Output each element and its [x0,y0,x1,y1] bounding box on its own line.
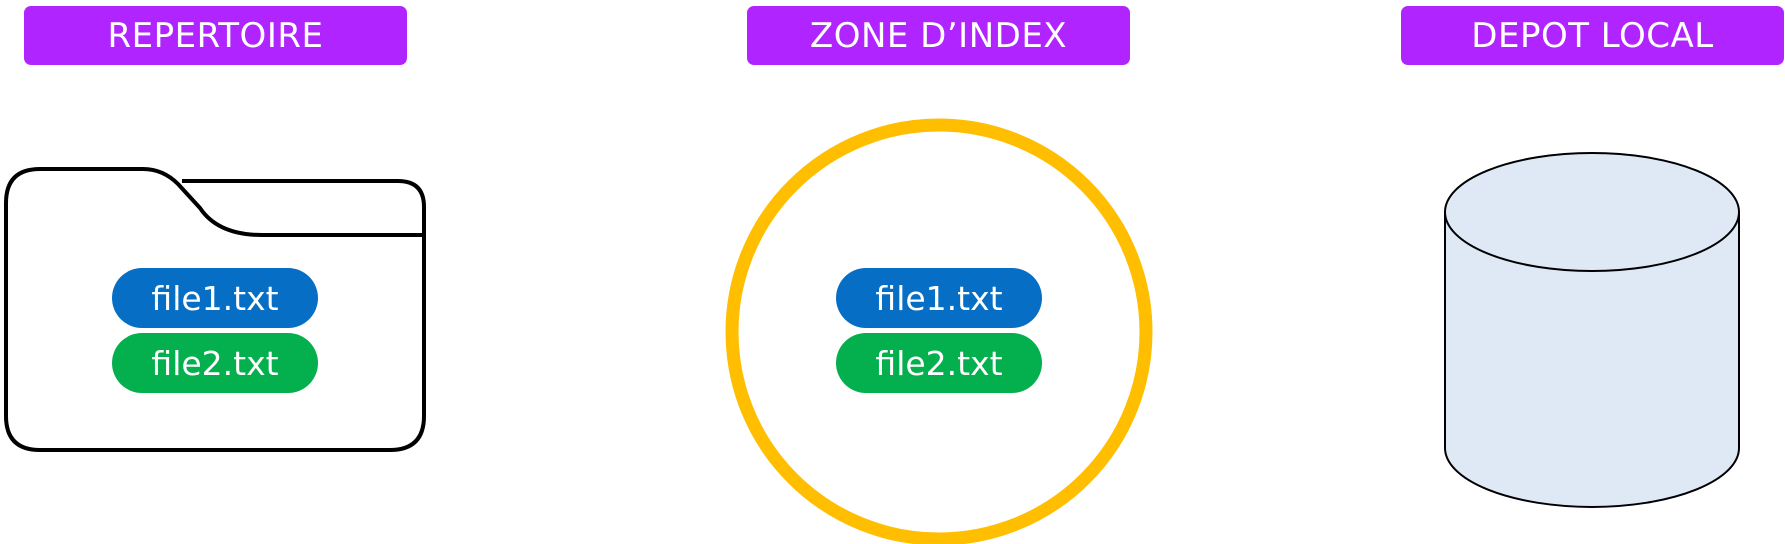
index-label: ZONE D’INDEX [747,6,1130,65]
repertoire-file2[interactable]: file2.txt [112,333,318,393]
repertoire-label: REPERTOIRE [24,6,407,65]
depot-label: DEPOT LOCAL [1401,6,1784,65]
index-file2[interactable]: file2.txt [836,333,1042,393]
index-file1[interactable]: file1.txt [836,268,1042,328]
folder-icon [4,167,426,452]
database-cylinder-icon [1444,152,1740,508]
circle-icon [725,118,1153,544]
repertoire-file1[interactable]: file1.txt [112,268,318,328]
